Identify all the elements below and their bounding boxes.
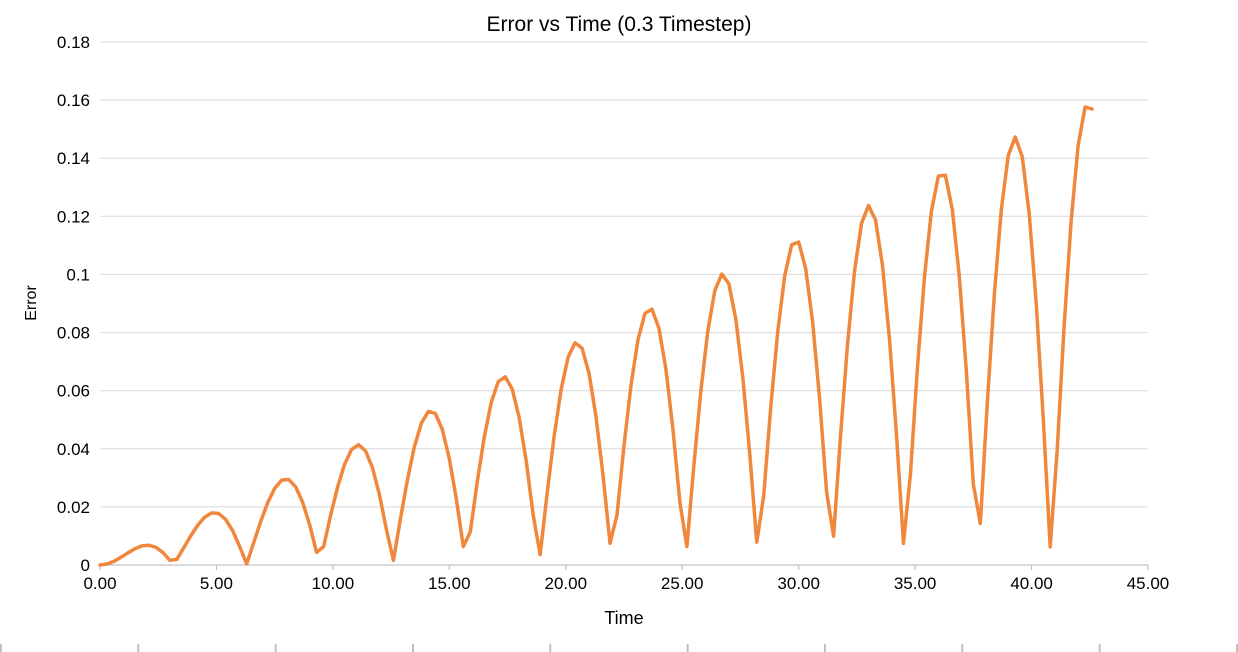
x-tick-label: 40.00 bbox=[1010, 574, 1053, 593]
x-tick-label: 35.00 bbox=[894, 574, 937, 593]
y-tick-label: 0.12 bbox=[57, 207, 90, 226]
x-tick-label: 0.00 bbox=[83, 574, 116, 593]
y-tick-label: 0.18 bbox=[57, 33, 90, 52]
x-tick-label: 45.00 bbox=[1127, 574, 1170, 593]
y-tick-label: 0.06 bbox=[57, 382, 90, 401]
x-axis-label: Time bbox=[604, 608, 644, 628]
y-tick-label: 0.1 bbox=[66, 265, 90, 284]
y-tick-label: 0.16 bbox=[57, 91, 90, 110]
x-tick-label: 25.00 bbox=[661, 574, 704, 593]
y-axis-label: Error bbox=[23, 285, 40, 321]
chart-title: Error vs Time (0.3 Timestep) bbox=[486, 13, 752, 36]
x-tick-label: 10.00 bbox=[312, 574, 355, 593]
y-tick-label: 0 bbox=[81, 556, 90, 575]
x-tick-label: 5.00 bbox=[200, 574, 233, 593]
y-tick-label: 0.04 bbox=[57, 440, 90, 459]
x-tick-label: 20.00 bbox=[545, 574, 588, 593]
x-tick-label: 15.00 bbox=[428, 574, 471, 593]
error-series-line bbox=[98, 105, 1094, 567]
x-tick-label: 30.00 bbox=[777, 574, 820, 593]
y-tick-label: 0.08 bbox=[57, 324, 90, 343]
y-tick-label: 0.14 bbox=[57, 149, 90, 168]
y-tick-label: 0.02 bbox=[57, 498, 90, 517]
